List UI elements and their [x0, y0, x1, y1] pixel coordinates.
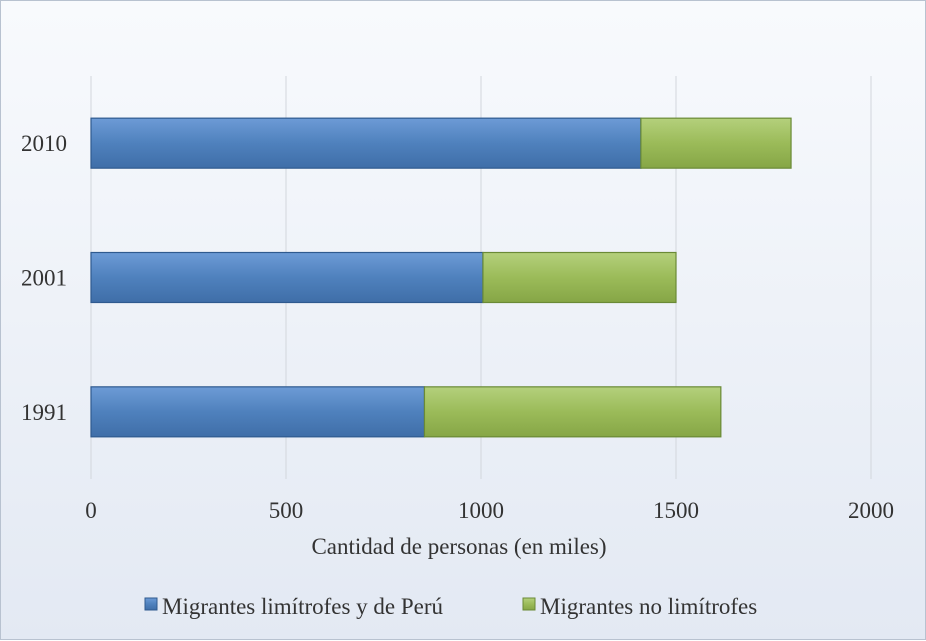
y-tick-label-1991: 1991	[21, 400, 67, 425]
x-tick-label-4: 2000	[848, 498, 894, 523]
bar-2001-series-0	[90, 251, 484, 304]
legend-swatch-limitrofes	[144, 597, 158, 611]
y-tick-label-2001: 2001	[21, 266, 67, 291]
legend: Migrantes limítrofes y de Perú Migrantes…	[144, 594, 757, 619]
bar-1991-series-1	[423, 386, 722, 438]
x-tick-label-3: 1500	[653, 498, 699, 523]
legend-swatch-no-limitrofes	[522, 597, 536, 611]
bars	[90, 117, 792, 438]
bar-2010-series-1	[640, 117, 792, 169]
legend-label-no-limitrofes: Migrantes no limítrofes	[540, 594, 757, 619]
tick-labels: 0 500 1000 1500 2000 1991 2001 2010	[21, 131, 894, 523]
x-tick-label-1: 500	[269, 498, 304, 523]
bar-1991-series-0	[90, 386, 426, 438]
bar-2001-series-1	[482, 251, 677, 304]
y-tick-label-2010: 2010	[21, 131, 67, 156]
legend-label-limitrofes: Migrantes limítrofes y de Perú	[162, 594, 444, 619]
x-tick-label-0: 0	[85, 498, 97, 523]
bar-2010-series-0	[90, 117, 642, 169]
x-axis-title: Cantidad de personas (en miles)	[311, 534, 606, 559]
x-tick-label-2: 1000	[458, 498, 504, 523]
